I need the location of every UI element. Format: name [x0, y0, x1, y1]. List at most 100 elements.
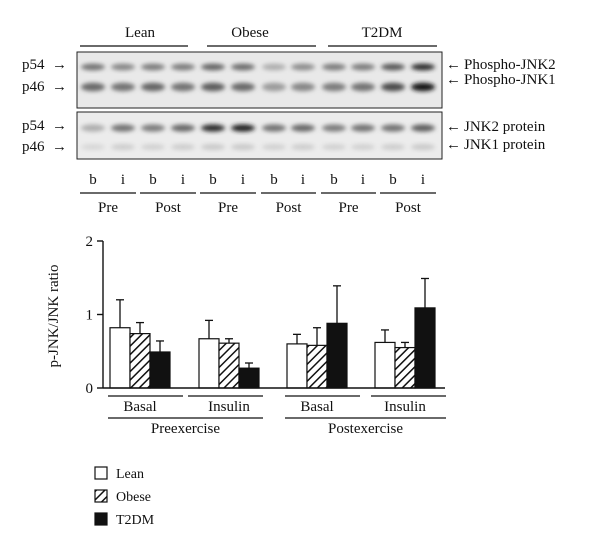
group-label-t2dm: T2DM [362, 25, 403, 41]
phospho-p46-band [262, 82, 286, 92]
protein-p46-band [322, 144, 346, 150]
protein-p46-band [201, 144, 225, 150]
phospho-p54-band [111, 63, 135, 71]
group-label-lean: Lean [125, 25, 155, 41]
arrow-left-icon: ← [446, 137, 461, 153]
protein-p46-band [111, 144, 135, 150]
label-jnk2-protein: JNK2 protein [464, 119, 546, 135]
category-group-label: Preexercise [151, 421, 220, 437]
category-label: Basal [300, 399, 333, 415]
phospho-blot-panel: p54 p46 → → ← ← Phospho-JNK2 Phospho-JNK… [22, 51, 556, 109]
lane-label: i [301, 172, 305, 188]
lane-label: i [421, 172, 425, 188]
phospho-p46-band [171, 82, 195, 92]
legend-swatch-t2dm [94, 512, 108, 526]
phospho-bands [81, 63, 435, 92]
marker-p46-protein: p46 [22, 139, 45, 155]
phospho-p54-band [262, 63, 286, 71]
protein-p54-band [201, 124, 225, 132]
legend-label-lean: Lean [116, 467, 144, 482]
phospho-p54-band [171, 63, 195, 71]
legend-label-t2dm: T2DM [116, 513, 155, 528]
lane-label: i [181, 172, 185, 188]
bar-lean [109, 327, 131, 389]
protein-p46-band [411, 144, 435, 150]
lane-label: i [121, 172, 125, 188]
group-label-obese: Obese [231, 25, 269, 41]
lane-label: i [241, 172, 245, 188]
lane-label: b [330, 172, 338, 188]
phospho-p46-band [411, 82, 435, 92]
arrow-left-icon: ← [446, 57, 461, 73]
phospho-p46-band [291, 82, 315, 92]
x-axis: Basal Insulin Basal Insulin Preexercise Poste… [103, 387, 446, 437]
bar-lean [198, 338, 220, 389]
bar-t2dm [238, 367, 260, 389]
marker-p54-protein: p54 [22, 118, 45, 134]
protein-p54-band [81, 124, 105, 132]
phospho-p46-band [111, 82, 135, 92]
phase-label: Pre [218, 200, 238, 216]
phospho-p54-band [201, 63, 225, 71]
y-axis: 0 1 2 [86, 234, 104, 397]
arrow-right-icon: → [52, 57, 67, 73]
phospho-p54-band [351, 63, 375, 71]
protein-bands [81, 124, 435, 150]
y-tick-label: 2 [86, 234, 94, 250]
lane-label: b [389, 172, 397, 188]
bar-lean [286, 343, 308, 389]
category-label: Basal [123, 399, 156, 415]
protein-p54-band [351, 124, 375, 132]
label-jnk1-protein: JNK1 protein [464, 137, 546, 153]
y-axis-label: p-JNK/JNK ratio [46, 265, 62, 368]
arrow-left-icon: ← [446, 72, 461, 88]
bar-obese [129, 333, 151, 389]
legend-swatch-obese [94, 489, 108, 503]
bar-obese [218, 342, 240, 389]
y-tick-label: 0 [86, 381, 94, 397]
phospho-blot-frame [76, 51, 443, 109]
arrow-right-icon: → [52, 79, 67, 95]
bar-obese [394, 346, 416, 389]
protein-blot-panel: p54 p46 → → ← ← JNK2 protein JNK1 protei… [22, 111, 546, 160]
phospho-p46-band [201, 82, 225, 92]
arrow-left-icon: ← [446, 119, 461, 135]
marker-p54-phospho: p54 [22, 57, 45, 73]
protein-p54-band [141, 124, 165, 132]
protein-p54-band [231, 124, 255, 132]
bar-lean [374, 341, 396, 389]
marker-p46-phospho: p46 [22, 79, 45, 95]
lane-label: b [149, 172, 157, 188]
protein-p54-band [171, 124, 195, 132]
protein-p46-band [262, 144, 286, 150]
phase-label: Pre [98, 200, 118, 216]
phospho-p54-band [291, 63, 315, 71]
protein-p46-band [291, 144, 315, 150]
lane-label: b [270, 172, 278, 188]
phospho-p54-band [322, 63, 346, 71]
bar-t2dm [414, 307, 436, 389]
protein-p54-band [411, 124, 435, 132]
lane-label: b [209, 172, 217, 188]
phospho-p46-band [381, 82, 405, 92]
phase-label: Post [155, 200, 182, 216]
legend-swatch-lean [94, 466, 108, 480]
protein-p54-band [381, 124, 405, 132]
phospho-p46-band [231, 82, 255, 92]
legend: Lean Obese T2DM [94, 466, 155, 528]
phospho-p46-band [351, 82, 375, 92]
label-phospho-jnk1: Phospho-JNK1 [464, 72, 556, 88]
bar-obese [306, 344, 328, 389]
category-group-label: Postexercise [328, 421, 403, 437]
protein-p46-band [171, 144, 195, 150]
phase-label: Pre [339, 200, 359, 216]
phospho-p46-band [322, 82, 346, 92]
protein-blot-frame [76, 111, 443, 160]
protein-p46-band [231, 144, 255, 150]
blot-group-header: Lean Obese T2DM [80, 25, 437, 47]
label-phospho-jnk2: Phospho-JNK2 [464, 57, 556, 73]
protein-p54-band [322, 124, 346, 132]
phase-label: Post [395, 200, 422, 216]
